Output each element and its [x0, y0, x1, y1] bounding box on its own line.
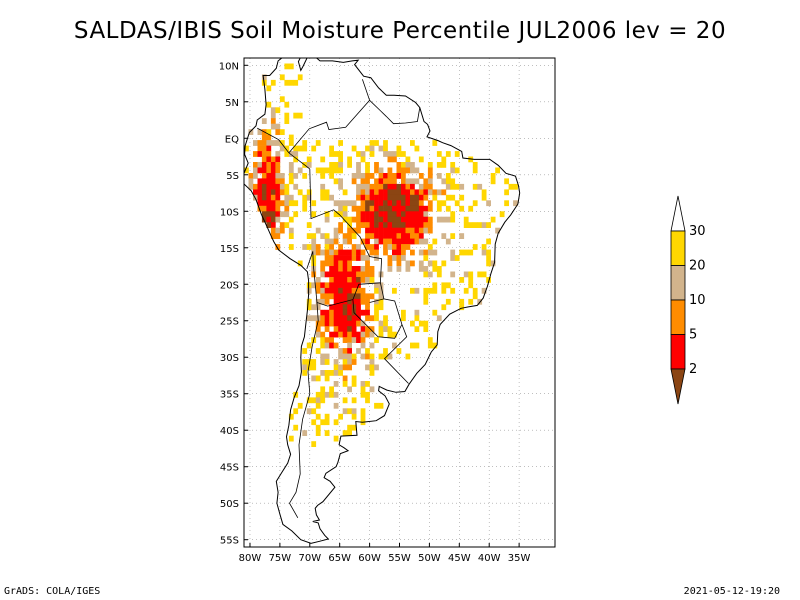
colorbar-label: 2 [689, 362, 697, 377]
lat-tick-label: 10N [219, 61, 239, 72]
lat-tick-label: 5S [226, 171, 239, 182]
footer-credit: GrADS: COLA/IGES [4, 586, 101, 597]
lon-tick-label: 80W [239, 553, 262, 564]
lon-tick-label: 55W [388, 553, 411, 564]
lon-ticks: 80W 75W 70W 65W 60W 55W 50W 45W 40W 35W [239, 543, 531, 564]
lat-tick-label: 10S [220, 207, 239, 218]
country-border [257, 127, 311, 170]
lat-tick-label: EQ [225, 134, 239, 145]
colorbar-box [670, 230, 686, 266]
colorbar-box [670, 299, 686, 335]
colorbar-box [670, 265, 686, 301]
lon-tick-label: 60W [358, 553, 381, 564]
footer-timestamp: 2021-05-12-19:20 [683, 586, 780, 597]
colorbar-label: 20 [689, 259, 706, 274]
country-border [369, 298, 384, 303]
country-border [309, 168, 409, 384]
lat-tick-label: 40S [220, 426, 239, 437]
country-border [352, 299, 403, 339]
country-border [289, 302, 319, 518]
coastline [244, 58, 521, 544]
lat-tick-label: 20S [220, 280, 239, 291]
colorbar-label: 5 [689, 328, 697, 343]
lon-tick-label: 65W [328, 553, 351, 564]
country-border [369, 100, 421, 125]
lon-tick-label: 70W [298, 553, 321, 564]
lat-tick-label: 50S [220, 499, 239, 510]
lat-tick-label: 5N [225, 98, 239, 109]
colorbar-box [670, 334, 686, 370]
lat-tick-label: 25S [220, 317, 239, 328]
page-title: SALDAS/IBIS Soil Moisture Percentile JUL… [73, 18, 727, 44]
country-borders [257, 79, 421, 518]
colorbar-label: 30 [689, 224, 706, 239]
colorbar-top-triangle [670, 195, 686, 232]
lat-tick-label: 45S [220, 463, 239, 474]
lon-tick-label: 45W [448, 553, 471, 564]
colorbar-label: 10 [689, 293, 706, 308]
colorbar-bottom-triangle [670, 368, 686, 405]
lat-ticks: 10N 5N EQ 5S 10S 15S 20S 25S 30S 35S 40S 45S 50S 55S [219, 61, 248, 547]
lat-tick-label: 55S [220, 536, 239, 547]
lon-tick-label: 50W [418, 553, 441, 564]
colorbar: 30 20 10 5 2 [670, 195, 706, 405]
lat-tick-label: 15S [220, 244, 239, 255]
country-border [306, 251, 314, 270]
percentile-fill [244, 63, 518, 447]
lat-tick-label: 30S [220, 353, 239, 364]
lat-tick-label: 35S [220, 390, 239, 401]
lon-tick-label: 75W [269, 553, 292, 564]
country-border [312, 251, 381, 307]
lon-tick-label: 35W [508, 553, 531, 564]
lon-tick-label: 40W [478, 553, 501, 564]
